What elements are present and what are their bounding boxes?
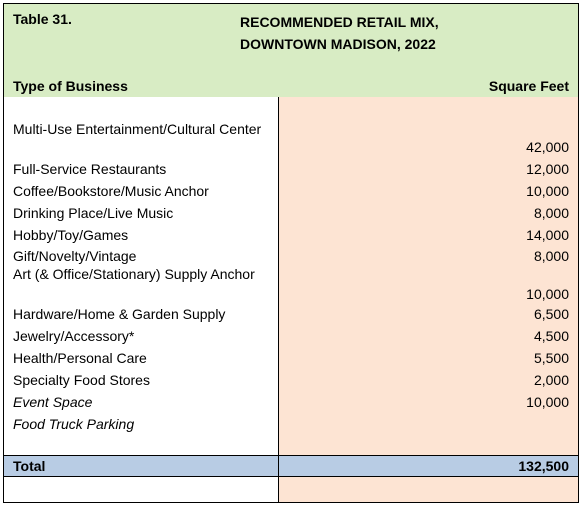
row-value: 5,500 (533, 350, 569, 366)
retail-mix-table: Table 31. RECOMMENDED RETAIL MIX, DOWNTO… (3, 3, 579, 503)
row-value: 2,000 (533, 372, 569, 388)
table-title: RECOMMENDED RETAIL MIX, DOWNTOWN MADISON… (240, 11, 439, 55)
row-name: Food Truck Parking (13, 416, 135, 432)
row-name: Full-Service Restaurants (13, 161, 167, 177)
row-value: 42,000 (526, 139, 569, 155)
row-value: 8,000 (533, 205, 569, 221)
row-value: 10,000 (526, 394, 569, 410)
table-header: Table 31. RECOMMENDED RETAIL MIX, DOWNTO… (4, 4, 578, 98)
row-name: Event Space (13, 394, 93, 410)
row-value: 14,000 (526, 227, 569, 243)
row-value: 4,500 (533, 328, 569, 344)
table-title-line2: DOWNTOWN MADISON, 2022 (240, 36, 436, 52)
total-label: Total (13, 458, 46, 474)
row-name: Hardware/Home & Garden Supply (13, 306, 226, 322)
column-header-square-feet: Square Feet (488, 78, 569, 94)
footer-left-cell (4, 477, 279, 502)
body-right-column (279, 97, 578, 455)
footer-right-cell (279, 477, 578, 502)
row-value: 8,000 (533, 248, 569, 264)
row-name: Drinking Place/Live Music (13, 205, 174, 221)
total-row: Total 132,500 (4, 455, 578, 477)
row-value: 12,000 (526, 161, 569, 177)
total-divider (278, 456, 279, 476)
row-value: 6,500 (533, 306, 569, 322)
row-name: Health/Personal Care (13, 350, 147, 366)
row-value: 10,000 (526, 183, 569, 199)
row-name: Gift/Novelty/Vintage (13, 248, 137, 264)
row-name: Art (& Office/Stationary) Supply Anchor (13, 266, 255, 282)
table-number: Table 31. (13, 11, 72, 27)
total-value: 132,500 (518, 458, 569, 474)
table-title-line1: RECOMMENDED RETAIL MIX, (240, 14, 439, 30)
row-name: Specialty Food Stores (13, 372, 150, 388)
body-left-column (4, 97, 279, 455)
row-name: Coffee/Bookstore/Music Anchor (13, 183, 209, 199)
row-name: Multi-Use Entertainment/Cultural Center (13, 121, 262, 137)
column-header-type: Type of Business (13, 78, 128, 94)
row-name: Jewelry/Accessory* (13, 328, 135, 344)
row-value: 10,000 (526, 286, 569, 302)
row-name: Hobby/Toy/Games (13, 227, 129, 243)
